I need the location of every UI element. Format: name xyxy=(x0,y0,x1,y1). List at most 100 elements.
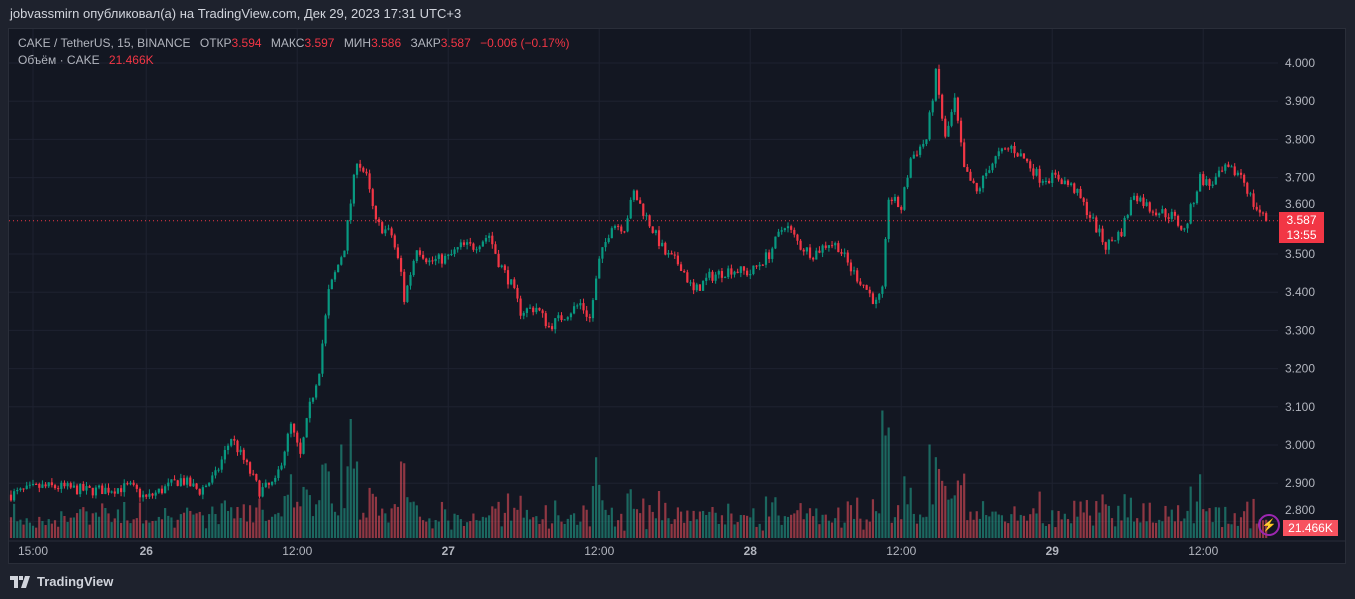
candle-body xyxy=(941,94,944,119)
volume-bar xyxy=(846,501,849,538)
volume-bar xyxy=(651,511,654,538)
volume-bar xyxy=(346,466,349,538)
volume-bar xyxy=(63,515,66,538)
candle-body xyxy=(897,196,900,208)
volume-bar xyxy=(1044,525,1048,538)
candle-body xyxy=(563,319,566,321)
candle-body xyxy=(107,487,110,493)
candle-body xyxy=(267,482,271,485)
candle-body xyxy=(1051,172,1054,183)
candle-body xyxy=(557,315,560,319)
volume-bar xyxy=(755,526,758,538)
volume-bar xyxy=(683,522,686,538)
volume-bar xyxy=(912,513,915,538)
volume-bar xyxy=(242,504,245,538)
candle-body xyxy=(988,170,991,173)
candle-body xyxy=(919,146,922,155)
candle-body xyxy=(44,484,47,487)
volume-bar xyxy=(456,515,459,538)
volume-bar xyxy=(267,519,271,538)
volume-bar xyxy=(315,504,318,538)
candle-body xyxy=(488,235,491,238)
volume-bar xyxy=(1246,501,1249,538)
volume-bar xyxy=(41,521,44,538)
candle-body xyxy=(607,238,610,242)
candle-body xyxy=(459,242,462,248)
candle-body xyxy=(82,484,85,491)
symbol-name[interactable]: CAKE / TetherUS, 15, BINANCE xyxy=(18,36,191,50)
y-tick-label: 3.000 xyxy=(1285,438,1315,452)
x-tick-label: 26 xyxy=(140,544,154,558)
volume-bar xyxy=(629,489,632,538)
volume-bar xyxy=(286,494,289,538)
volume-bar xyxy=(38,516,41,538)
candle-body xyxy=(289,423,293,434)
volume-bar xyxy=(661,520,664,538)
candle-body xyxy=(626,218,629,232)
candle-body xyxy=(1117,231,1120,241)
y-tick-label: 3.900 xyxy=(1285,94,1315,108)
volume-bar xyxy=(403,463,406,538)
candle-body xyxy=(953,97,956,113)
candle-body xyxy=(453,249,456,255)
candle-body xyxy=(425,258,428,263)
candle-body xyxy=(560,315,563,320)
volume-bar xyxy=(1013,506,1016,538)
candle-body xyxy=(371,189,374,206)
volume-bar xyxy=(909,487,912,538)
chart-pane[interactable] xyxy=(8,28,1346,564)
candle-body xyxy=(1180,225,1183,230)
volume-bar xyxy=(311,516,315,538)
candle-body xyxy=(1202,174,1205,186)
candle-body xyxy=(1013,145,1016,154)
candle-body xyxy=(1136,195,1139,202)
volume-bar xyxy=(384,513,387,538)
candle-body xyxy=(437,254,440,259)
candle-body xyxy=(887,199,890,239)
candle-body xyxy=(1255,206,1258,210)
candle-body xyxy=(214,470,217,476)
candle-body xyxy=(94,487,98,496)
candle-body xyxy=(1192,203,1195,205)
candle-body xyxy=(418,250,422,255)
candle-body xyxy=(346,220,349,251)
candle-body xyxy=(1195,191,1199,204)
candle-body xyxy=(1073,183,1076,193)
volume-label[interactable]: Объём · CAKE xyxy=(18,53,100,67)
candle-body xyxy=(327,289,330,316)
candle-body xyxy=(340,257,343,265)
candle-body xyxy=(1007,148,1010,150)
volume-bar xyxy=(1104,504,1107,538)
candle-body xyxy=(352,174,355,204)
volume-bar xyxy=(758,523,761,538)
volume-bar xyxy=(617,520,620,538)
candle-body xyxy=(393,235,396,248)
volume-bar xyxy=(582,505,585,538)
volume-bar xyxy=(220,503,223,538)
volume-bar xyxy=(1038,491,1041,538)
candle-body xyxy=(1148,202,1151,212)
volume-bar xyxy=(129,523,132,538)
volume-bar xyxy=(1233,513,1236,538)
candle-body xyxy=(409,275,412,286)
candle-body xyxy=(585,310,588,317)
volume-bar xyxy=(293,507,296,538)
candle-body xyxy=(88,486,91,488)
bar-countdown: 13:55 xyxy=(1286,228,1317,242)
volume-bar xyxy=(852,518,856,538)
volume-bar xyxy=(519,495,522,538)
volume-bar xyxy=(871,499,875,538)
volume-bar xyxy=(16,521,19,538)
volume-bar xyxy=(135,518,138,538)
candle-body xyxy=(384,229,387,234)
tradingview-logo[interactable]: TradingView xyxy=(10,574,113,589)
volume-bar xyxy=(793,513,796,538)
candle-body xyxy=(1139,197,1142,202)
candle-body xyxy=(1110,239,1114,241)
lightning-icon[interactable]: ⚡ xyxy=(1258,514,1280,536)
candle-body xyxy=(783,228,786,231)
volume-bar xyxy=(595,457,598,538)
candle-body xyxy=(1261,212,1265,214)
volume-bar xyxy=(705,514,708,538)
